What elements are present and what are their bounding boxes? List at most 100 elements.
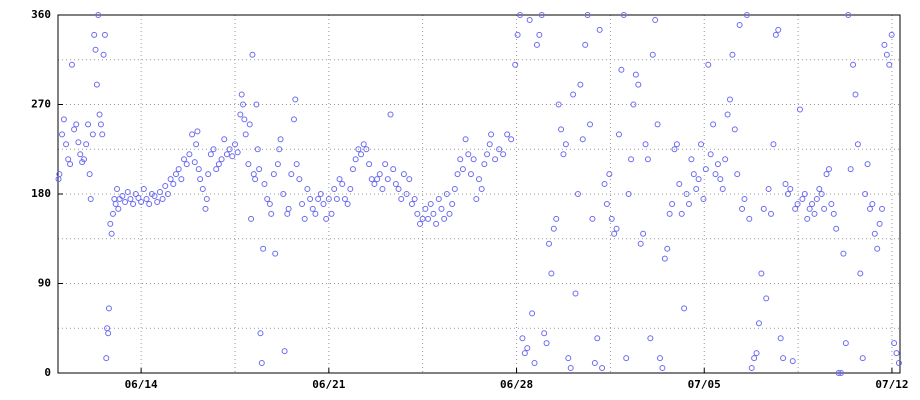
point bbox=[553, 215, 560, 222]
point bbox=[751, 355, 758, 362]
point bbox=[254, 146, 261, 153]
point bbox=[794, 200, 801, 207]
point bbox=[272, 250, 279, 257]
point bbox=[115, 205, 122, 212]
point bbox=[606, 171, 613, 178]
point bbox=[842, 340, 849, 347]
point bbox=[417, 220, 424, 227]
point bbox=[584, 12, 591, 18]
point bbox=[560, 151, 567, 158]
point bbox=[260, 245, 267, 252]
point bbox=[459, 166, 466, 173]
point bbox=[847, 166, 854, 173]
point bbox=[838, 370, 845, 376]
point bbox=[355, 146, 362, 153]
point bbox=[400, 171, 407, 178]
point bbox=[726, 96, 733, 103]
point bbox=[130, 200, 137, 207]
point bbox=[467, 171, 474, 178]
point bbox=[288, 171, 295, 178]
point bbox=[151, 192, 158, 199]
point bbox=[818, 191, 825, 197]
point bbox=[572, 290, 579, 297]
point bbox=[787, 186, 794, 193]
point bbox=[496, 146, 503, 153]
point bbox=[608, 215, 615, 222]
point bbox=[328, 210, 335, 217]
point bbox=[207, 151, 214, 158]
point bbox=[705, 61, 712, 68]
point bbox=[548, 270, 555, 277]
point bbox=[312, 210, 319, 217]
point bbox=[60, 116, 67, 123]
point bbox=[753, 350, 760, 357]
point bbox=[425, 215, 432, 222]
point bbox=[615, 131, 622, 138]
point bbox=[101, 31, 108, 38]
point bbox=[344, 200, 351, 207]
point bbox=[414, 210, 421, 217]
point bbox=[731, 126, 738, 133]
point bbox=[833, 225, 840, 232]
point bbox=[438, 205, 445, 212]
point bbox=[514, 31, 521, 38]
point bbox=[632, 71, 639, 78]
point bbox=[371, 181, 378, 188]
point bbox=[261, 181, 268, 188]
point bbox=[796, 106, 803, 113]
point bbox=[565, 355, 572, 362]
point bbox=[75, 139, 82, 146]
point bbox=[194, 128, 201, 135]
y-tick-label: 270 bbox=[31, 98, 51, 111]
point bbox=[325, 195, 332, 202]
x-tick-label: 07/05 bbox=[688, 378, 721, 391]
point bbox=[181, 156, 188, 163]
point bbox=[457, 156, 464, 163]
point bbox=[178, 176, 185, 183]
point bbox=[567, 365, 574, 372]
point bbox=[857, 270, 864, 277]
point bbox=[257, 330, 264, 337]
point bbox=[871, 230, 878, 237]
point bbox=[739, 205, 746, 212]
point bbox=[673, 141, 680, 148]
point bbox=[589, 215, 596, 222]
point bbox=[280, 191, 287, 197]
point bbox=[881, 41, 888, 48]
point bbox=[156, 189, 163, 196]
point bbox=[895, 360, 902, 367]
point bbox=[408, 200, 415, 207]
point bbox=[252, 176, 259, 183]
point bbox=[135, 194, 142, 201]
point bbox=[545, 240, 552, 247]
point bbox=[888, 31, 895, 38]
point bbox=[811, 210, 818, 217]
point bbox=[760, 205, 767, 212]
point bbox=[379, 186, 386, 193]
point bbox=[695, 176, 702, 183]
point bbox=[366, 161, 373, 168]
point bbox=[859, 355, 866, 362]
point bbox=[862, 191, 869, 197]
point bbox=[253, 101, 260, 108]
point bbox=[669, 200, 676, 207]
point bbox=[223, 151, 230, 158]
point bbox=[481, 161, 488, 168]
point bbox=[315, 195, 322, 202]
point bbox=[823, 171, 830, 178]
point bbox=[100, 51, 107, 58]
point bbox=[830, 210, 837, 217]
point bbox=[883, 51, 890, 58]
point bbox=[301, 215, 308, 222]
point bbox=[758, 270, 765, 277]
point bbox=[821, 205, 828, 212]
point bbox=[652, 16, 659, 23]
point bbox=[390, 166, 397, 173]
point bbox=[323, 215, 330, 222]
point bbox=[722, 156, 729, 163]
point bbox=[119, 192, 126, 199]
point bbox=[296, 176, 303, 183]
point bbox=[596, 26, 603, 33]
point bbox=[268, 210, 275, 217]
